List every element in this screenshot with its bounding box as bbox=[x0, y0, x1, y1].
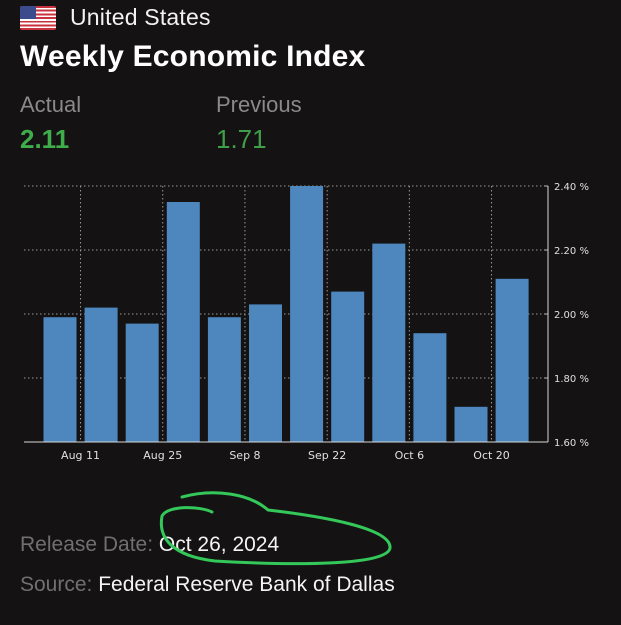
bar-3 bbox=[125, 323, 159, 442]
previous-stat: Previous 1.71 bbox=[216, 92, 302, 155]
y-tick-label: 2.00 % bbox=[554, 310, 589, 321]
bar-12 bbox=[495, 278, 529, 442]
bar-1 bbox=[43, 317, 77, 442]
y-tick-label: 1.60 % bbox=[554, 438, 589, 449]
source-row: Source: Federal Reserve Bank of Dallas bbox=[20, 573, 395, 597]
source-label: Source: bbox=[20, 573, 93, 596]
release-date-value: Oct 26, 2024 bbox=[158, 533, 280, 556]
bar-5 bbox=[207, 317, 241, 442]
bar-9 bbox=[372, 243, 406, 442]
indicator-title: Weekly Economic Index bbox=[20, 40, 366, 73]
release-date-label: Release Date: bbox=[20, 533, 154, 556]
y-tick-label: 2.40 % bbox=[554, 182, 589, 193]
country-name: United States bbox=[70, 4, 211, 30]
x-tick-label: Oct 6 bbox=[395, 449, 425, 462]
x-tick-label: Sep 8 bbox=[229, 449, 260, 462]
bar-7 bbox=[290, 186, 324, 442]
us-flag-icon bbox=[20, 5, 56, 30]
bar-2 bbox=[84, 307, 118, 442]
bar-8 bbox=[331, 291, 365, 442]
y-tick-label: 2.20 % bbox=[554, 246, 589, 257]
release-date-row: Release Date: Oct 26, 2024 bbox=[20, 533, 279, 557]
x-tick-label: Aug 11 bbox=[61, 449, 100, 462]
x-tick-label: Aug 25 bbox=[143, 449, 182, 462]
actual-stat: Actual 2.11 bbox=[20, 92, 81, 155]
bar-10 bbox=[413, 333, 447, 442]
country-header: United States bbox=[20, 4, 211, 31]
previous-value: 1.71 bbox=[216, 124, 267, 154]
previous-label: Previous bbox=[216, 92, 302, 117]
x-tick-label: Oct 20 bbox=[473, 449, 510, 462]
bar-11 bbox=[454, 406, 488, 442]
actual-value: 2.11 bbox=[20, 124, 70, 154]
y-tick-label: 1.80 % bbox=[554, 374, 589, 385]
bar-4 bbox=[166, 202, 200, 442]
actual-label: Actual bbox=[20, 92, 82, 117]
weekly-index-bar-chart: 2.40 % 2.20 % 2.00 % 1.80 % 1.60 % Aug 11 Aug … bbox=[24, 182, 589, 462]
source-value: Federal Reserve Bank of Dallas bbox=[98, 573, 395, 596]
bar-6 bbox=[249, 304, 282, 442]
x-tick-label: Sep 22 bbox=[308, 449, 346, 462]
